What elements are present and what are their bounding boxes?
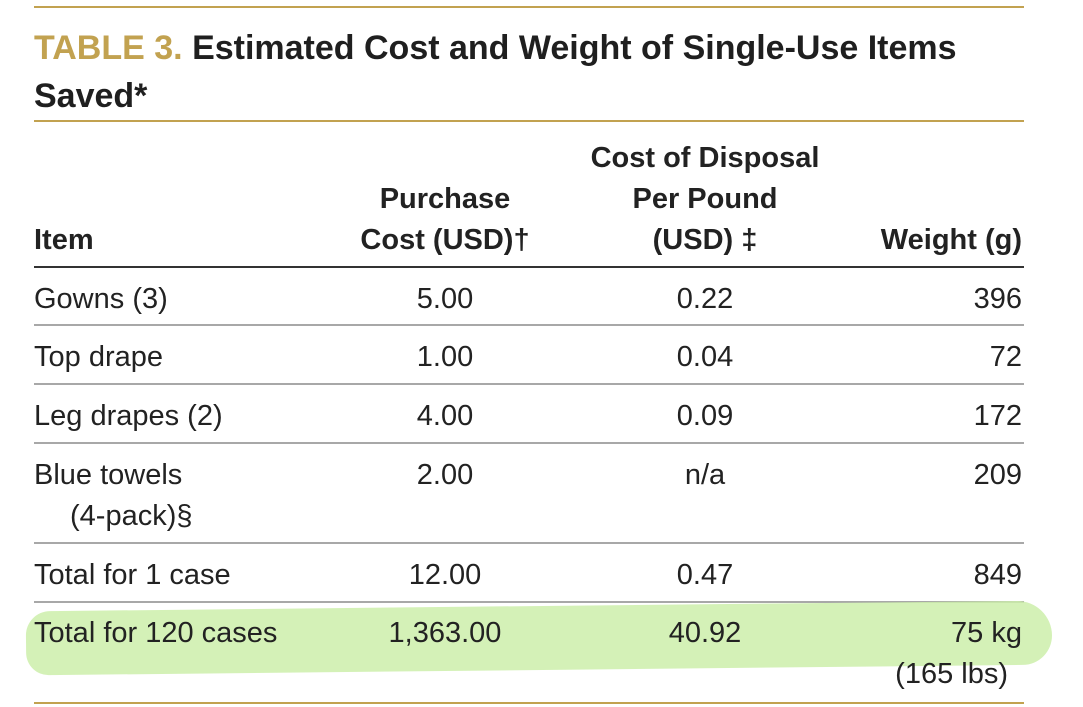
table-title-text: Estimated Cost and Weight of Single-Use … <box>34 29 957 115</box>
row-total-1-weight: 849 <box>973 559 1022 591</box>
row-total-120-disposal: 40.92 <box>668 617 742 649</box>
row-gowns-weight: 396 <box>973 283 1022 315</box>
table-title: TABLE 3. Estimated Cost and Weight of Si… <box>34 24 1034 120</box>
bottom-rule <box>34 702 1024 704</box>
header-rule <box>34 266 1024 268</box>
row-top-drape-weight: 72 <box>989 341 1022 373</box>
header-purchase-1: Purchase <box>379 183 511 215</box>
header-purchase-2: Cost (USD)† <box>360 224 530 256</box>
row-top-drape-disposal: 0.04 <box>676 341 734 373</box>
header-disposal-1: Cost of Disposal <box>590 142 820 174</box>
row-total-120-weight: 75 kg <box>951 617 1022 649</box>
row-leg-drapes-disposal: 0.09 <box>676 400 734 432</box>
row-divider <box>34 601 1024 603</box>
row-gowns-disposal: 0.22 <box>676 283 734 315</box>
row-leg-drapes-weight: 172 <box>973 400 1022 432</box>
row-blue-towels-disposal: n/a <box>684 459 726 491</box>
row-total-1-purchase: 12.00 <box>408 559 482 591</box>
row-total-120-weight-line2: (165 lbs) <box>895 658 1008 690</box>
row-blue-towels-weight: 209 <box>973 459 1022 491</box>
header-disposal-2: Per Pound <box>632 183 778 215</box>
row-divider <box>34 383 1024 385</box>
row-gowns-purchase: 5.00 <box>416 283 474 315</box>
row-total-1-disposal: 0.47 <box>676 559 734 591</box>
row-blue-towels-item: Blue towels <box>34 459 183 491</box>
row-leg-drapes-item: Leg drapes (2) <box>34 400 223 432</box>
row-total-120-purchase: 1,363.00 <box>388 617 502 649</box>
row-blue-towels-item-line2: (4-pack)§ <box>70 500 193 532</box>
header-weight: Weight (g) <box>880 224 1022 256</box>
row-blue-towels-purchase: 2.00 <box>416 459 474 491</box>
row-gowns-item: Gowns (3) <box>34 283 168 315</box>
header-item: Item <box>34 224 94 256</box>
row-total-120-item: Total for 120 cases <box>34 617 278 649</box>
row-divider <box>34 324 1024 326</box>
header-disposal-3: (USD) ‡ <box>652 224 758 256</box>
table-label: TABLE 3. <box>34 29 183 67</box>
row-divider <box>34 542 1024 544</box>
row-top-drape-item: Top drape <box>34 341 163 373</box>
row-total-1-item: Total for 1 case <box>34 559 231 591</box>
top-rule <box>34 6 1024 8</box>
title-rule <box>34 120 1024 122</box>
row-leg-drapes-purchase: 4.00 <box>416 400 474 432</box>
row-divider <box>34 442 1024 444</box>
row-top-drape-purchase: 1.00 <box>416 341 474 373</box>
